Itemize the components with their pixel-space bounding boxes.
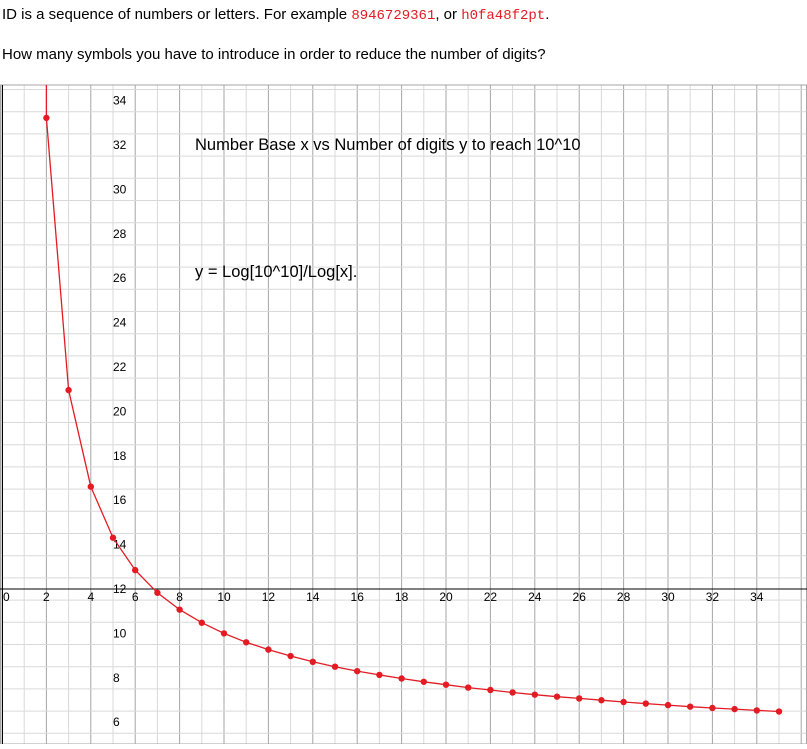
data-point [109,534,117,541]
data-point [220,630,228,637]
data-point [553,693,561,700]
data-point [354,667,361,675]
data-point [531,691,538,698]
y-tick-label: 6 [113,715,120,729]
data-point [642,700,649,707]
data-point [43,114,50,122]
x-tick-label: 8 [176,590,183,604]
intro-separator: , or [435,6,462,23]
x-tick-label: 28 [617,590,631,604]
data-point [198,619,205,626]
intro-period: . [545,6,550,23]
intro-text: ID is a sequence of numbers or letters. … [2,6,352,23]
data-point [731,705,738,713]
x-tick-label: 26 [573,590,587,604]
y-tick-label: 28 [113,227,127,241]
data-point [487,686,494,694]
data-point [176,606,183,613]
x-tick-label: 4 [87,590,94,604]
data-point [509,689,516,696]
data-point [664,701,672,709]
x-tick-label: 34 [750,590,764,604]
x-tick-label: 2 [43,590,50,604]
y-tick-label: 18 [113,449,127,463]
data-point [465,684,472,691]
y-tick-label: 20 [113,404,127,418]
intro-line-1: ID is a sequence of numbers or letters. … [2,6,549,25]
y-tick-label: 34 [113,94,127,108]
intro-question: How many symbols you have to introduce i… [2,46,546,63]
data-point [620,698,627,706]
x-tick-label: 20 [439,590,453,604]
example-alnum-id: h0fa48f2pt [461,8,546,24]
data-point [398,675,405,682]
y-tick-label: 14 [113,538,127,552]
x-tick-label: 22 [484,590,498,604]
data-point [65,386,72,394]
data-point [287,652,294,660]
tick-labels: 0 2 4 6 8 10 12 14 16 18 20 22 24 26 28 30 32 34681012141… [3,94,764,730]
x-tick-label: 32 [706,590,720,604]
x-tick-label: 18 [395,590,409,604]
y-tick-label: 16 [113,493,127,507]
data-point [420,678,427,685]
x-tick-label: 6 [132,590,139,604]
y-tick-label: 10 [113,626,127,640]
data-point [132,566,139,574]
data-point [687,703,694,710]
example-numeric-id: 8946729361 [351,8,436,24]
x-tick-label: 12 [262,590,276,604]
data-point [87,483,95,490]
series-line [45,85,780,713]
series-layer [43,85,783,715]
data-point [154,589,161,596]
grid [0,84,807,745]
data-point [598,697,605,704]
data-point [331,663,339,670]
chart-title: Number Base x vs Number of digits y to r… [195,136,581,154]
chart-svg: 0 2 4 6 8 10 12 14 16 18 20 22 24 26 28 30 32 34681012141… [0,84,807,745]
axes [0,85,807,744]
formula-annotation: y = Log[10^10]/Log[x]. [195,263,357,281]
x-tick-label: 0 [3,590,10,604]
y-tick-label: 22 [113,360,127,374]
x-tick-label: 30 [661,590,675,604]
data-point [309,658,316,666]
data-point [243,639,250,646]
y-tick-label: 26 [113,271,127,285]
chart: 0 2 4 6 8 10 12 14 16 18 20 22 24 26 28 30 32 34 6 8 10 12 14 1… [0,82,807,745]
x-tick-label: 14 [306,590,320,604]
data-point [265,646,272,653]
y-tick-label: 24 [113,316,127,330]
data-point [709,704,716,712]
data-point [376,671,383,679]
x-tick-label: 24 [528,590,542,604]
y-tick-label: 32 [113,138,127,152]
y-tick-label: 30 [113,182,127,196]
y-tick-label: 8 [113,671,120,685]
data-point [753,707,760,714]
data-point [442,681,450,688]
data-point [775,708,783,715]
x-tick-label: 16 [351,590,365,604]
x-tick-label: 10 [217,590,231,604]
y-tick-label: 12 [113,582,127,596]
data-point [576,695,583,702]
